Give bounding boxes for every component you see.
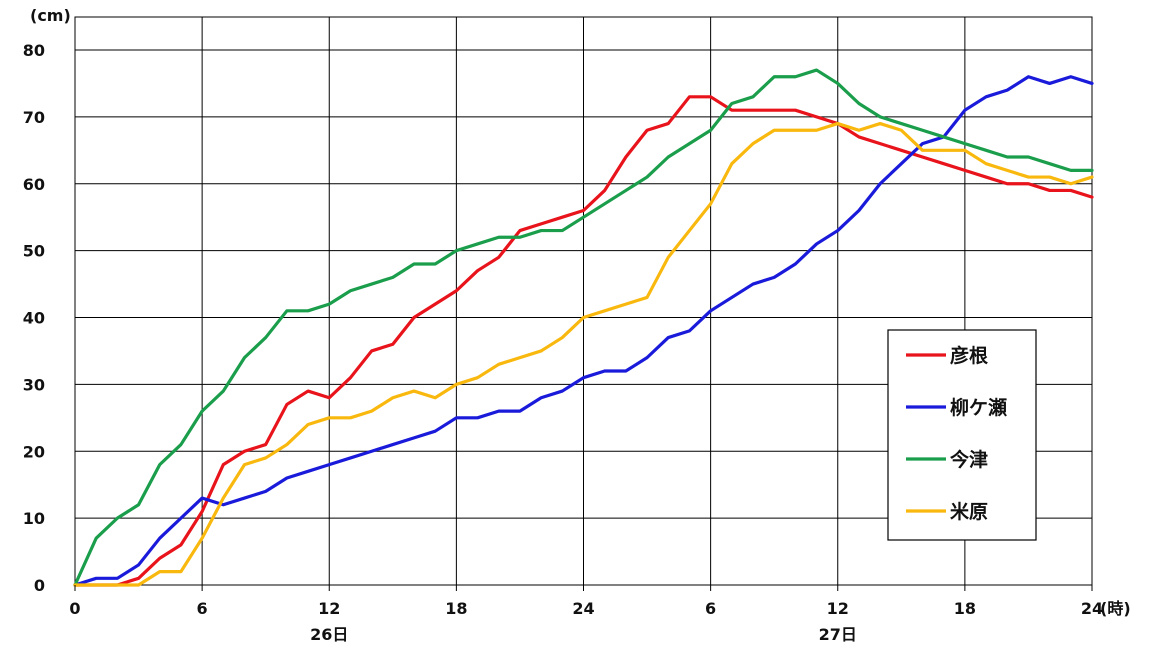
y-tick-label: 60 [23, 175, 45, 194]
x-tick-label: 12 [318, 599, 340, 618]
legend-label: 柳ケ瀬 [950, 396, 1007, 419]
x-tick-label: 12 [827, 599, 849, 618]
x-tick-label: 24 [572, 599, 594, 618]
y-tick-label: 10 [23, 509, 45, 528]
y-tick-label: 50 [23, 242, 45, 261]
x-tick-label: 6 [705, 599, 716, 618]
legend-label: 今津 [949, 448, 988, 471]
y-tick-label: 20 [23, 442, 45, 461]
series-line-柳ケ瀬 [73, 75, 1094, 587]
day-label: 27日 [819, 625, 857, 644]
y-axis-unit: (cm) [30, 6, 71, 25]
y-tick-label: 30 [23, 375, 45, 394]
day-label: 26日 [310, 625, 348, 644]
x-tick-label: 18 [954, 599, 976, 618]
y-tick-label: 80 [23, 41, 45, 60]
x-tick-label: 6 [197, 599, 208, 618]
series-line-彦根 [73, 95, 1094, 587]
legend-label: 米原 [950, 500, 988, 523]
x-tick-label: 24 [1081, 599, 1103, 618]
y-tick-label: 40 [23, 309, 45, 328]
series-lines [73, 68, 1094, 587]
axes: 0 10 20 30 40 50 60 70 80 0 6 12 18 24 6 12 18 24 26日 27日 [23, 41, 1103, 644]
x-axis-unit: (時) [1100, 599, 1131, 618]
series-line-米原 [73, 121, 1094, 587]
x-tick-label: 0 [69, 599, 80, 618]
x-tick-label: 18 [445, 599, 467, 618]
y-tick-label: 70 [23, 108, 45, 127]
series-line-今津 [73, 68, 1094, 587]
legend-label: 彦根 [950, 344, 988, 367]
legend-box [887, 329, 1037, 541]
y-tick-label: 0 [34, 576, 45, 595]
